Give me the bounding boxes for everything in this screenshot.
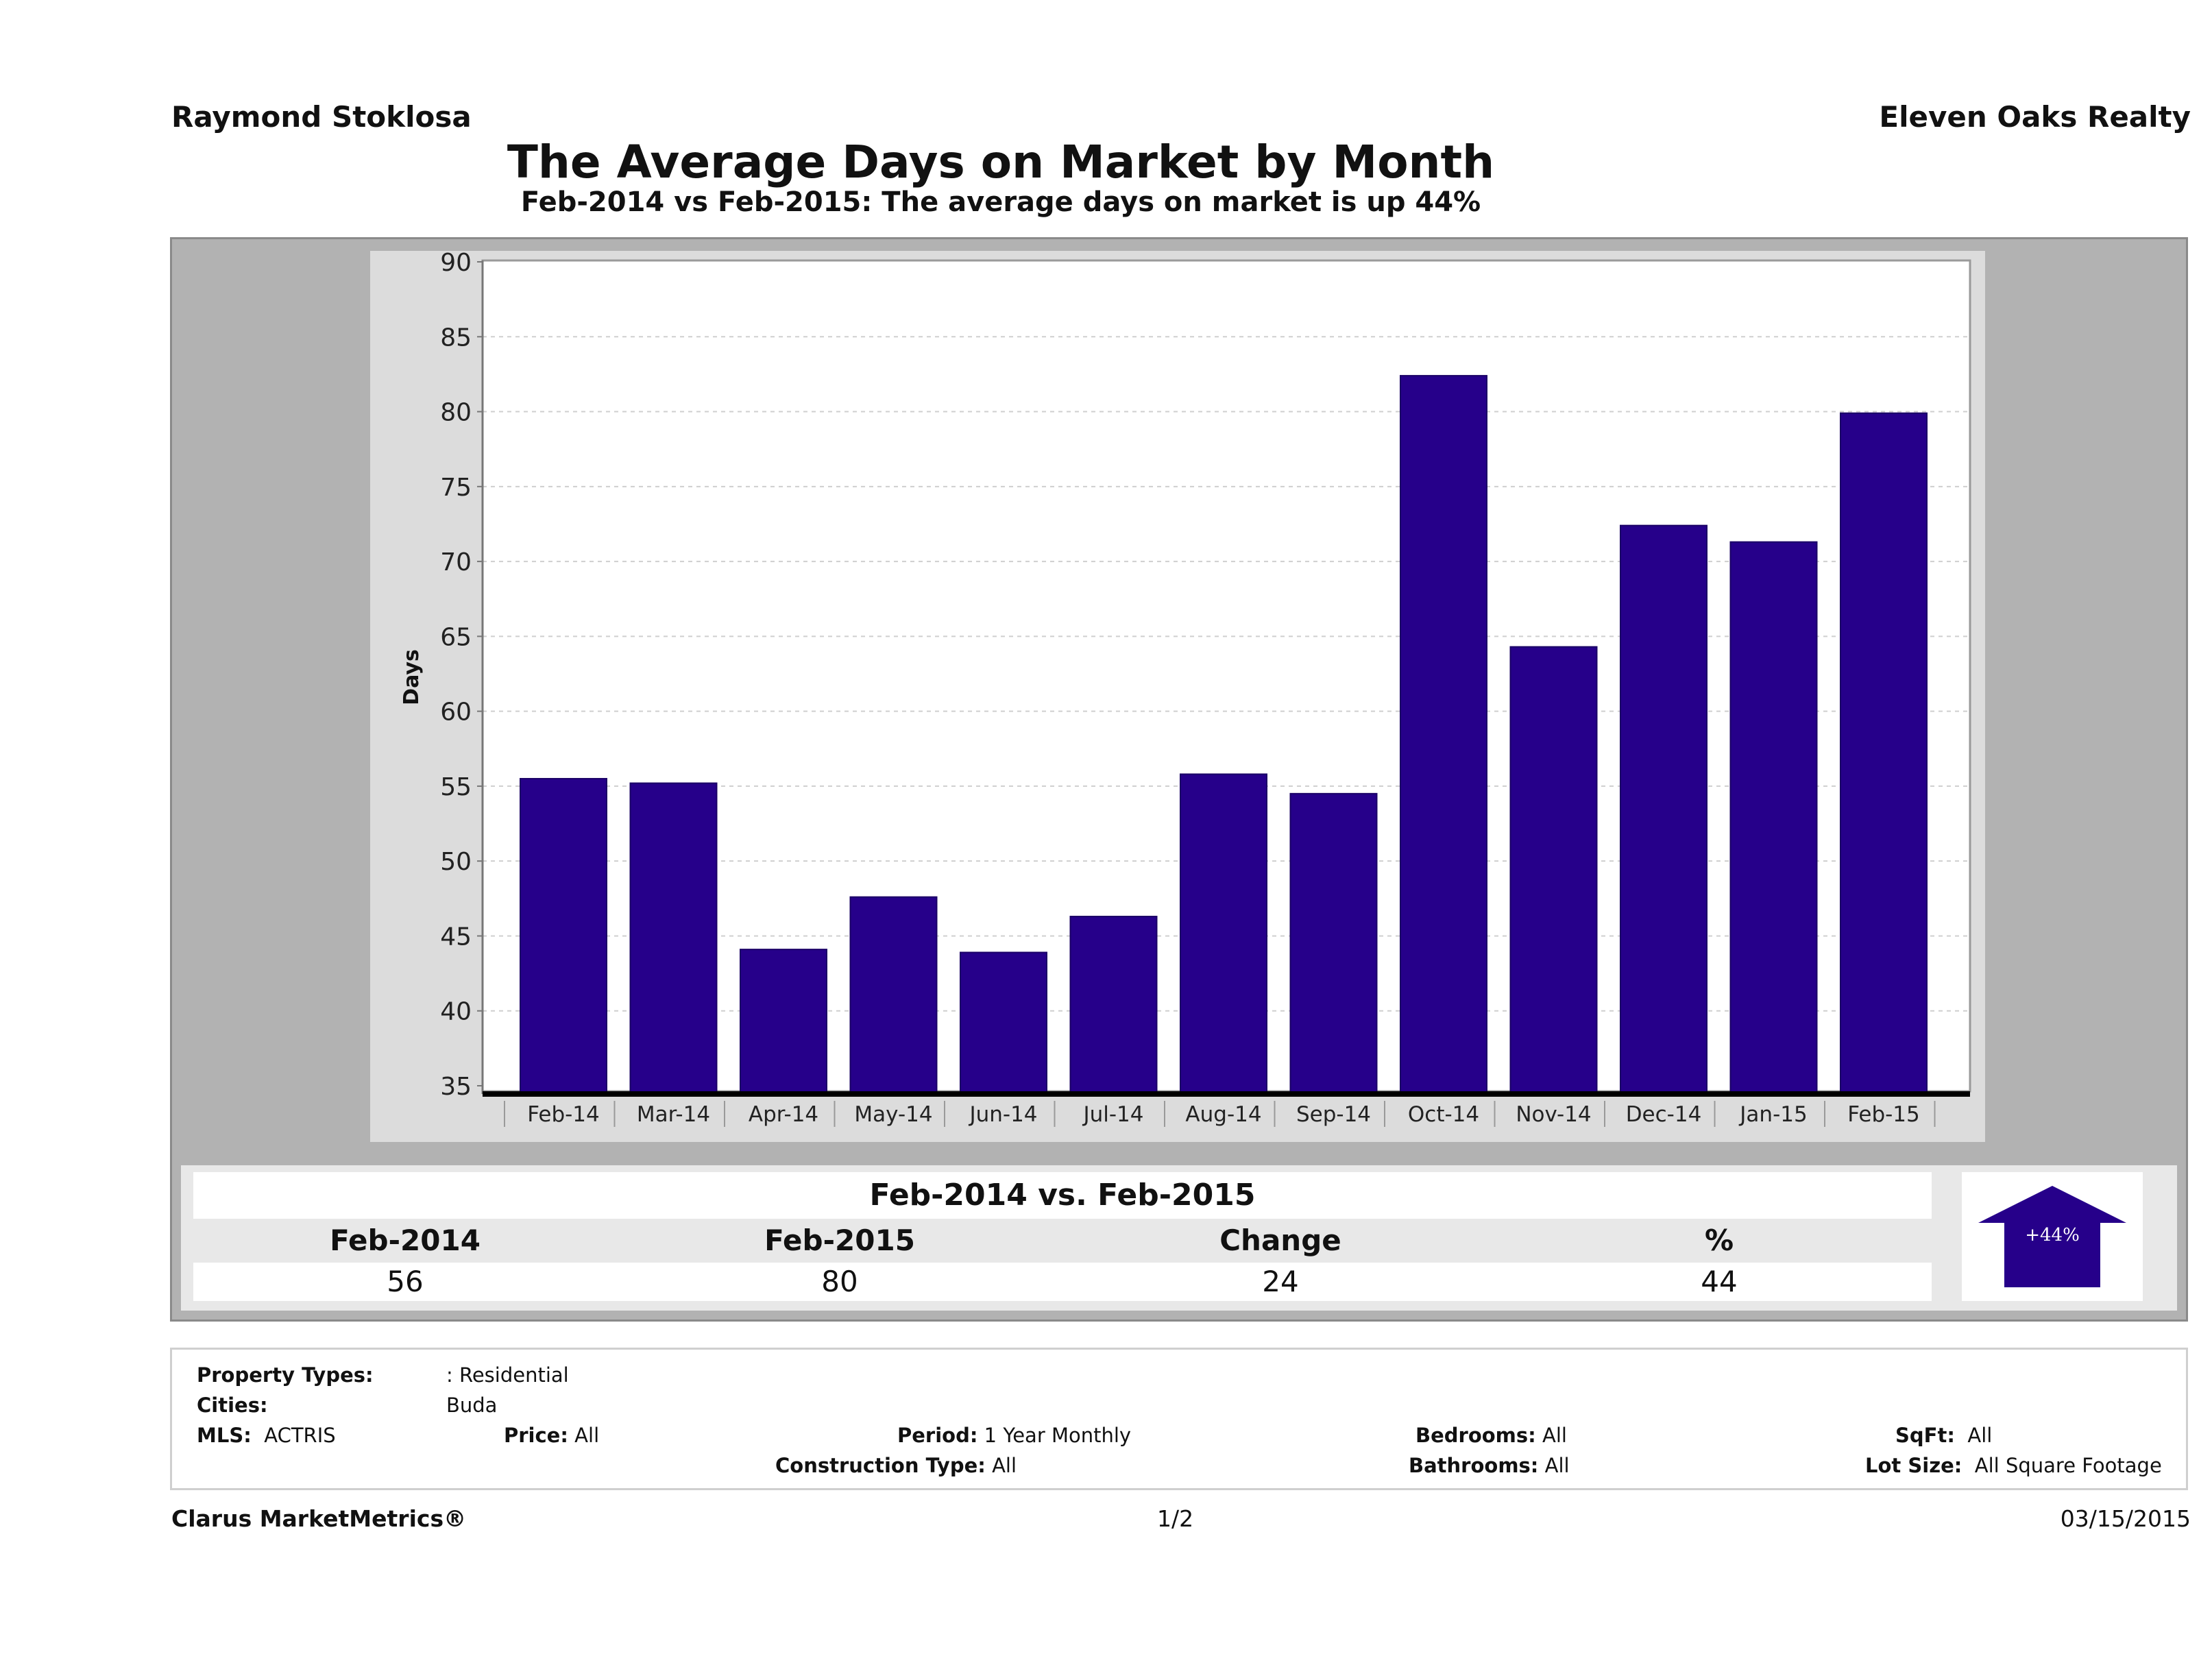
bar-may-14 <box>849 896 938 1095</box>
bar-apr-14 <box>740 949 827 1095</box>
x-axis-ticks: Feb-14 Mar-14 Apr-14 May-14 Jun-14 Jul-14 Aug-… <box>504 1101 1936 1127</box>
x-tick-label: Nov-14 <box>1516 1102 1591 1127</box>
bars <box>520 375 1928 1095</box>
x-tick-label: Mar-14 <box>637 1102 710 1127</box>
filter-label: Construction Type: <box>775 1454 986 1477</box>
x-tick-label: Jun-14 <box>968 1102 1037 1127</box>
filter-property-types: Property Types: <box>197 1363 374 1387</box>
y-tick-label: 45 <box>440 923 472 951</box>
x-tick-label: Aug-14 <box>1185 1102 1261 1127</box>
bar-oct-14 <box>1400 375 1487 1095</box>
bar-feb-15 <box>1840 412 1928 1095</box>
filter-lot-size: Lot Size: All Square Footage <box>1865 1454 2162 1477</box>
filter-label: Property Types: <box>197 1363 374 1387</box>
filter-label: MLS: <box>197 1424 252 1447</box>
filter-value: ACTRIS <box>264 1424 336 1447</box>
filter-value: All Square Footage <box>1974 1454 2162 1477</box>
footer-brand: Clarus MarketMetrics® <box>171 1505 467 1532</box>
x-tick-label: Sep-14 <box>1296 1102 1371 1127</box>
filter-value: All <box>1544 1454 1570 1477</box>
y-axis-label: Days <box>400 649 424 705</box>
filter-value: All <box>1967 1424 1993 1447</box>
y-tick-label: 65 <box>440 623 472 651</box>
page-subtitle: Feb-2014 vs Feb-2015: The average days o… <box>520 186 1481 218</box>
y-tick-label: 60 <box>440 698 472 727</box>
summary-col-change: Change <box>1219 1224 1341 1257</box>
summary-title: Feb-2014 vs. Feb-2015 <box>193 1172 1932 1219</box>
filter-bedrooms: Bedrooms: All <box>1415 1424 1567 1447</box>
filter-label: Bedrooms: <box>1415 1424 1536 1447</box>
summary-header-row: Feb-2014 Feb-2015 Change % <box>193 1219 1932 1263</box>
report-date: 03/15/2015 <box>2060 1505 2191 1532</box>
filter-label: Cities: <box>197 1394 268 1417</box>
filter-label: Period: <box>897 1424 978 1447</box>
filter-value: All <box>992 1454 1017 1477</box>
y-tick-label: 80 <box>440 399 472 427</box>
y-tick-label: 50 <box>440 848 472 876</box>
summary-value-row: 56 80 24 44 <box>193 1263 1932 1301</box>
page-title: The Average Days on Market by Month <box>507 136 1495 189</box>
filter-construction-type: Construction Type: All <box>775 1454 1017 1477</box>
change-badge: +44% <box>1962 1172 2143 1301</box>
summary-col-feb-2014: Feb-2014 <box>330 1224 481 1257</box>
y-tick-label: 55 <box>440 773 472 801</box>
x-tick-label: Feb-15 <box>1847 1102 1920 1127</box>
y-tick-label: 90 <box>440 251 472 277</box>
filter-period: Period: 1 Year Monthly <box>897 1424 1131 1447</box>
summary-value-percent: 44 <box>1701 1265 1738 1298</box>
filter-cities-value: Buda <box>446 1394 498 1417</box>
summary-col-feb-2015: Feb-2015 <box>764 1224 915 1257</box>
summary-value-change: 24 <box>1262 1265 1299 1298</box>
filter-value: 1 Year Monthly <box>984 1424 1132 1447</box>
filter-mls: MLS: ACTRIS <box>197 1424 336 1447</box>
filter-value: All <box>1542 1424 1567 1447</box>
summary-col-percent: % <box>1704 1224 1734 1257</box>
bar-sep-14 <box>1289 792 1378 1095</box>
y-tick-label: 70 <box>440 548 472 576</box>
y-tick-label: 35 <box>440 1073 472 1101</box>
agent-name: Raymond Stoklosa <box>171 100 472 134</box>
bar-dec-14 <box>1620 524 1707 1095</box>
x-tick-label: Jul-14 <box>1082 1102 1143 1127</box>
brokerage-name: Eleven Oaks Realty <box>1879 100 2191 134</box>
bar-chart: 35 40 45 50 55 60 65 70 75 80 85 90 Feb-14 Mar-14 Apr… <box>400 251 1971 1127</box>
y-axis-ticks: 35 40 45 50 55 60 65 70 75 80 85 90 <box>440 251 483 1101</box>
chart-panel: 35 40 45 50 55 60 65 70 75 80 85 90 Feb-14 Mar-14 Apr… <box>370 251 1985 1142</box>
summary-value-feb-2015: 80 <box>821 1265 858 1298</box>
filter-property-types-value: : Residential <box>446 1363 569 1387</box>
bar-jan-15 <box>1729 541 1818 1095</box>
filter-label: Bathrooms: <box>1409 1454 1539 1477</box>
summary-value-feb-2014: 56 <box>387 1265 424 1298</box>
y-tick-label: 40 <box>440 998 472 1026</box>
x-tick-label: Jan-15 <box>1738 1102 1807 1127</box>
filter-bathrooms: Bathrooms: All <box>1409 1454 1570 1477</box>
change-badge-label: +44% <box>2025 1225 2080 1245</box>
filter-sqft: SqFt: All <box>1895 1424 1992 1447</box>
filter-value: All <box>574 1424 600 1447</box>
x-tick-label: Oct-14 <box>1408 1102 1479 1127</box>
x-tick-label: May-14 <box>854 1102 932 1127</box>
bar-jul-14 <box>1069 916 1158 1095</box>
x-tick-label: Apr-14 <box>749 1102 818 1127</box>
bar-jun-14 <box>960 951 1047 1095</box>
x-tick-label: Feb-14 <box>527 1102 600 1127</box>
page-number: 1/2 <box>1157 1505 1194 1532</box>
bar-aug-14 <box>1180 773 1267 1095</box>
y-tick-label: 75 <box>440 474 472 502</box>
filter-cities: Cities: <box>197 1394 268 1417</box>
up-arrow-icon: +44% <box>1978 1186 2126 1287</box>
filter-criteria: Property Types: : Residential Cities: Bu… <box>170 1348 2188 1490</box>
bar-nov-14 <box>1509 646 1598 1095</box>
x-tick-label: Dec-14 <box>1626 1102 1702 1127</box>
filter-price: Price: All <box>504 1424 599 1447</box>
filter-label: SqFt: <box>1895 1424 1955 1447</box>
y-tick-label: 85 <box>440 324 472 352</box>
bar-feb-14 <box>520 777 607 1095</box>
filter-label: Price: <box>504 1424 568 1447</box>
filter-label: Lot Size: <box>1865 1454 1962 1477</box>
bar-mar-14 <box>629 782 718 1095</box>
